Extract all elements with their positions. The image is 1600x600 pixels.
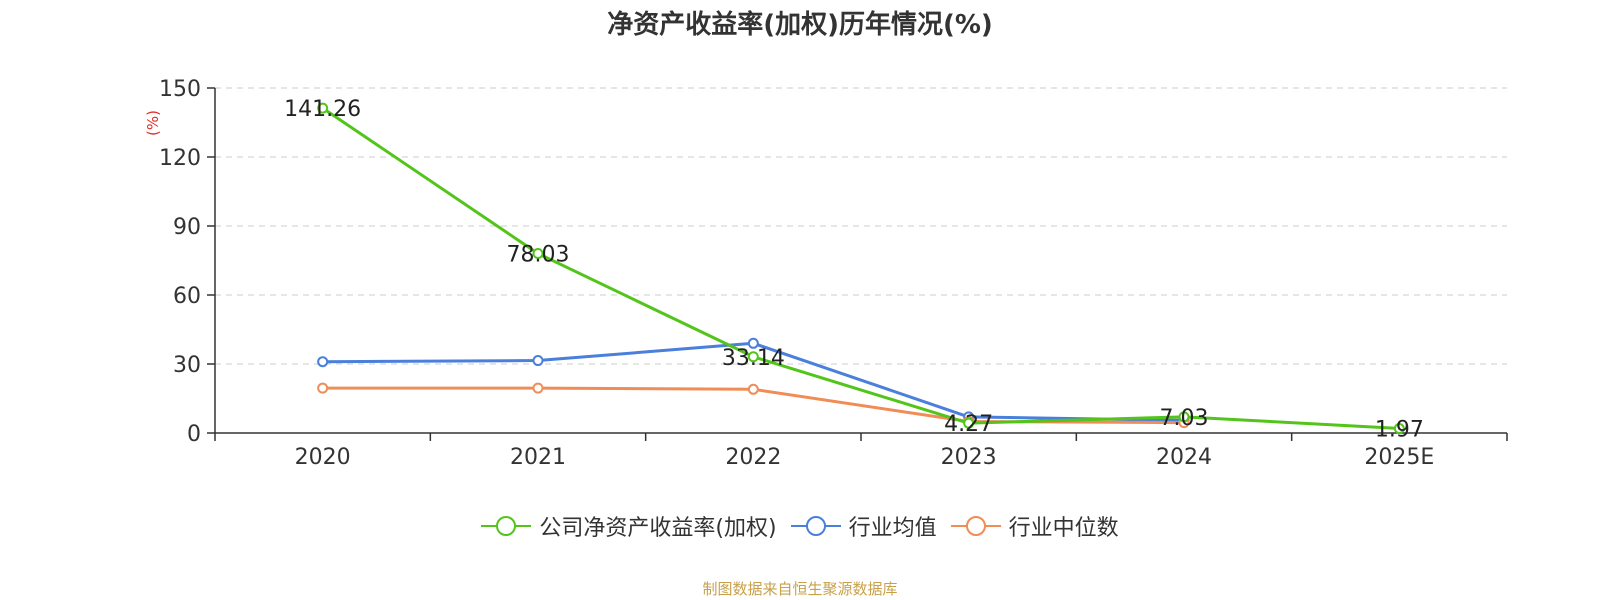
data-label: 78.03	[507, 243, 570, 268]
legend-line-marker-icon	[950, 516, 1001, 536]
y-tick-label: 120	[159, 146, 201, 171]
y-axis-label: (%)	[144, 110, 162, 136]
data-point	[532, 248, 544, 260]
data-point	[1178, 411, 1190, 423]
series-layer	[317, 102, 1405, 434]
chart-title: 净资产收益率(加权)历年情况(%)	[607, 10, 993, 40]
data-point	[747, 337, 759, 349]
data-source-note: 制图数据来自恒生聚源数据库	[702, 580, 898, 598]
legend-label: 行业中位数	[1008, 516, 1119, 541]
data-label: 141.26	[284, 97, 361, 122]
legend-item-industry-mean[interactable]: 行业均值	[790, 510, 937, 542]
data-point	[532, 382, 544, 394]
data-point	[317, 382, 329, 394]
y-tick-label: 30	[173, 353, 201, 378]
legend-line-marker-icon	[481, 516, 532, 536]
data-label: 4.27	[944, 412, 993, 437]
grid-layer	[215, 87, 1507, 365]
x-tick-label: 2022	[725, 445, 781, 470]
data-point	[963, 417, 975, 429]
data-point	[1393, 422, 1405, 434]
x-tick-label: 2021	[510, 445, 566, 470]
y-tick-label: 150	[159, 77, 201, 102]
x-tick-label: 2024	[1156, 445, 1212, 470]
legend-item-company-roe[interactable]: 公司净资产收益率(加权)	[481, 510, 777, 542]
data-point	[532, 355, 544, 367]
y-tick-label: 0	[187, 422, 201, 447]
x-tick-label: 2020	[295, 445, 351, 470]
data-point	[747, 351, 759, 363]
data-label: 7.03	[1160, 406, 1209, 431]
data-point	[317, 356, 329, 368]
legend-line-marker-icon	[790, 516, 841, 536]
data-label: 33.14	[722, 346, 785, 371]
data-label-layer: 141.26 78.03 33.14 4.27 7.03 1.97	[284, 97, 1424, 442]
series-line	[321, 106, 1400, 430]
y-tick-label: 90	[173, 215, 201, 240]
data-label: 1.97	[1375, 417, 1424, 442]
legend-item-industry-median[interactable]: 行业中位数	[950, 510, 1119, 542]
y-tick-label: 60	[173, 284, 201, 309]
x-tick-label: 2025E	[1364, 445, 1434, 470]
data-point	[747, 383, 759, 395]
data-point	[317, 102, 329, 114]
legend-label: 行业均值	[848, 516, 937, 541]
legend: 公司净资产收益率(加权) 行业均值 行业中位数	[0, 510, 1600, 542]
axis-layer: 0 30 60 90 120 150 (%) 2020 2021 2022 2023 2024 2025…	[144, 77, 1508, 470]
x-tick-label: 2023	[941, 445, 997, 470]
legend-label: 公司净资产收益率(加权)	[539, 516, 777, 541]
